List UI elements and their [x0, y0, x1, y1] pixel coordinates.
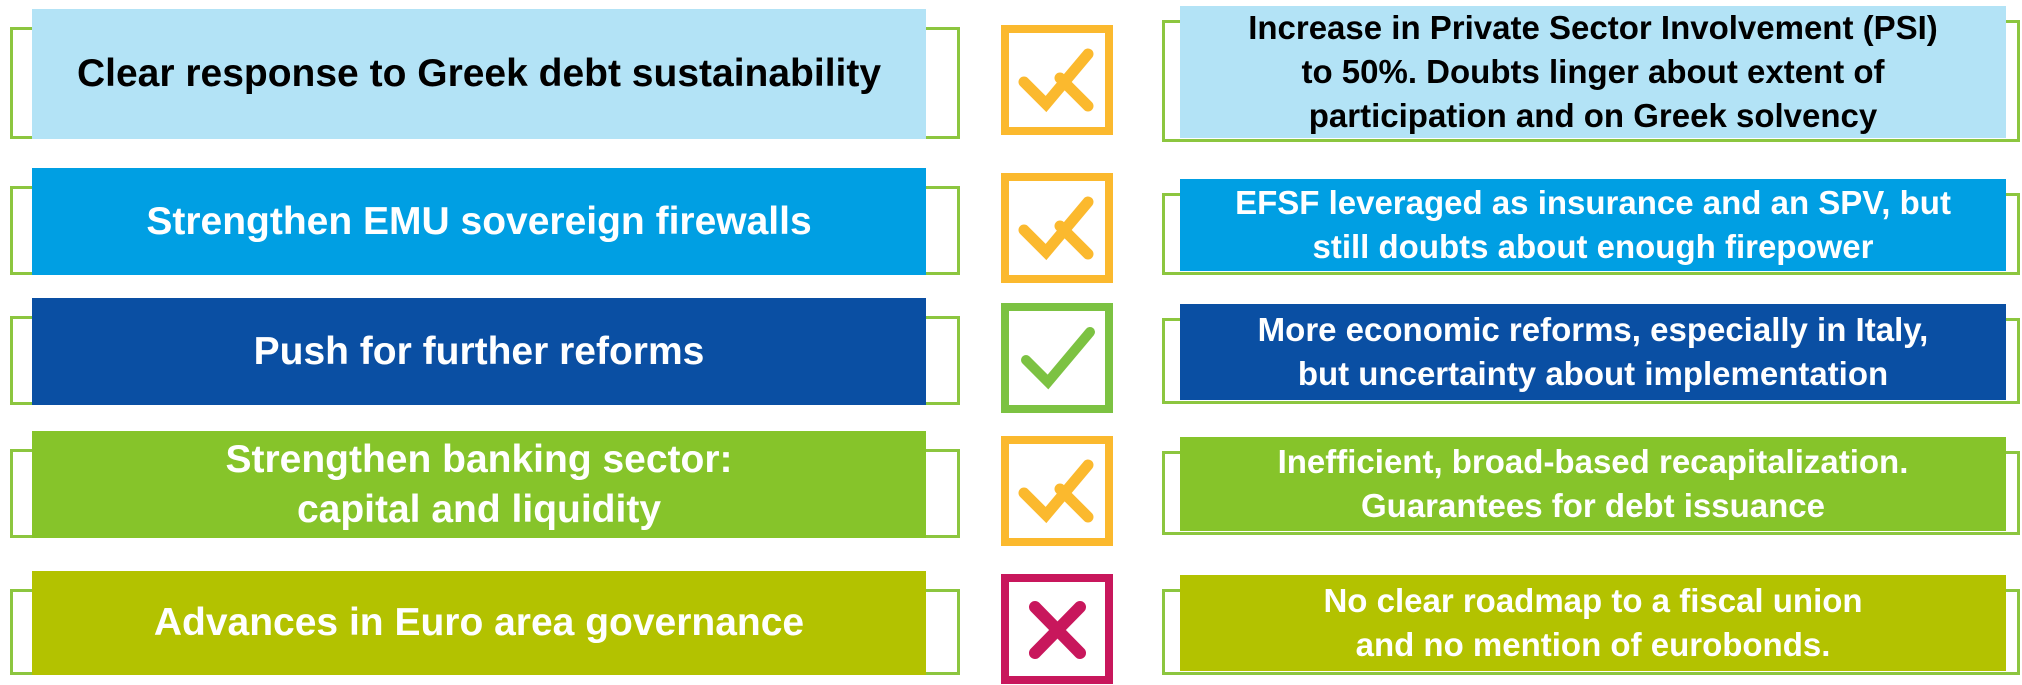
text-line: to 50%. Doubts linger about extent of — [1301, 53, 1885, 90]
text-line: capital and liquidity — [296, 487, 662, 531]
status-icon — [1001, 302, 1113, 413]
outcome-box: More economic reforms, especially in Ita… — [1180, 304, 2006, 400]
text-line: but uncertainty about implementation — [1297, 355, 1889, 392]
status-icon — [1001, 172, 1113, 283]
text-line: EFSF leveraged as insurance and an SPV, … — [1235, 184, 1951, 221]
goal-box: Strengthen banking sector: capital and li… — [32, 431, 926, 538]
status-icon — [1001, 574, 1113, 684]
text-line: Strengthen banking sector: — [225, 437, 733, 481]
text-line: More economic reforms, especially in Ita… — [1257, 311, 1929, 348]
text-line: participation and on Greek solvency — [1308, 97, 1878, 134]
goal-box: Clear response to Greek debt sustainabil… — [32, 9, 926, 139]
text-line: Advances in Euro area governance — [153, 601, 805, 644]
text-line: and no mention of eurobonds. — [1355, 626, 1831, 663]
text-line: Push for further reforms — [253, 329, 705, 373]
goal-box: Advances in Euro area governance — [32, 571, 926, 675]
outcome-box: No clear roadmap to a fiscal union and no… — [1180, 575, 2006, 671]
goal-box: Push for further reforms — [32, 298, 926, 405]
status-icon — [1001, 25, 1113, 135]
text-line: still doubts about enough firepower — [1312, 228, 1874, 265]
outcome-box: EFSF leveraged as insurance and an SPV, … — [1180, 179, 2006, 271]
text-line: Clear response to Greek debt sustainabil… — [76, 52, 882, 95]
status-icon — [1001, 435, 1113, 546]
text-line: Inefficient, broad-based recapitalizatio… — [1277, 443, 1909, 480]
text-line: Increase in Private Sector Involvement (… — [1248, 9, 1938, 46]
text-line: Strengthen EMU sovereign firewalls — [146, 199, 812, 243]
text-line: No clear roadmap to a fiscal union — [1323, 582, 1863, 619]
outcome-box: Inefficient, broad-based recapitalizatio… — [1180, 437, 2006, 531]
outcome-box: Increase in Private Sector Involvement (… — [1180, 6, 2006, 138]
goal-box: Strengthen EMU sovereign firewalls — [32, 168, 926, 275]
text-line: Guarantees for debt issuance — [1361, 487, 1825, 524]
